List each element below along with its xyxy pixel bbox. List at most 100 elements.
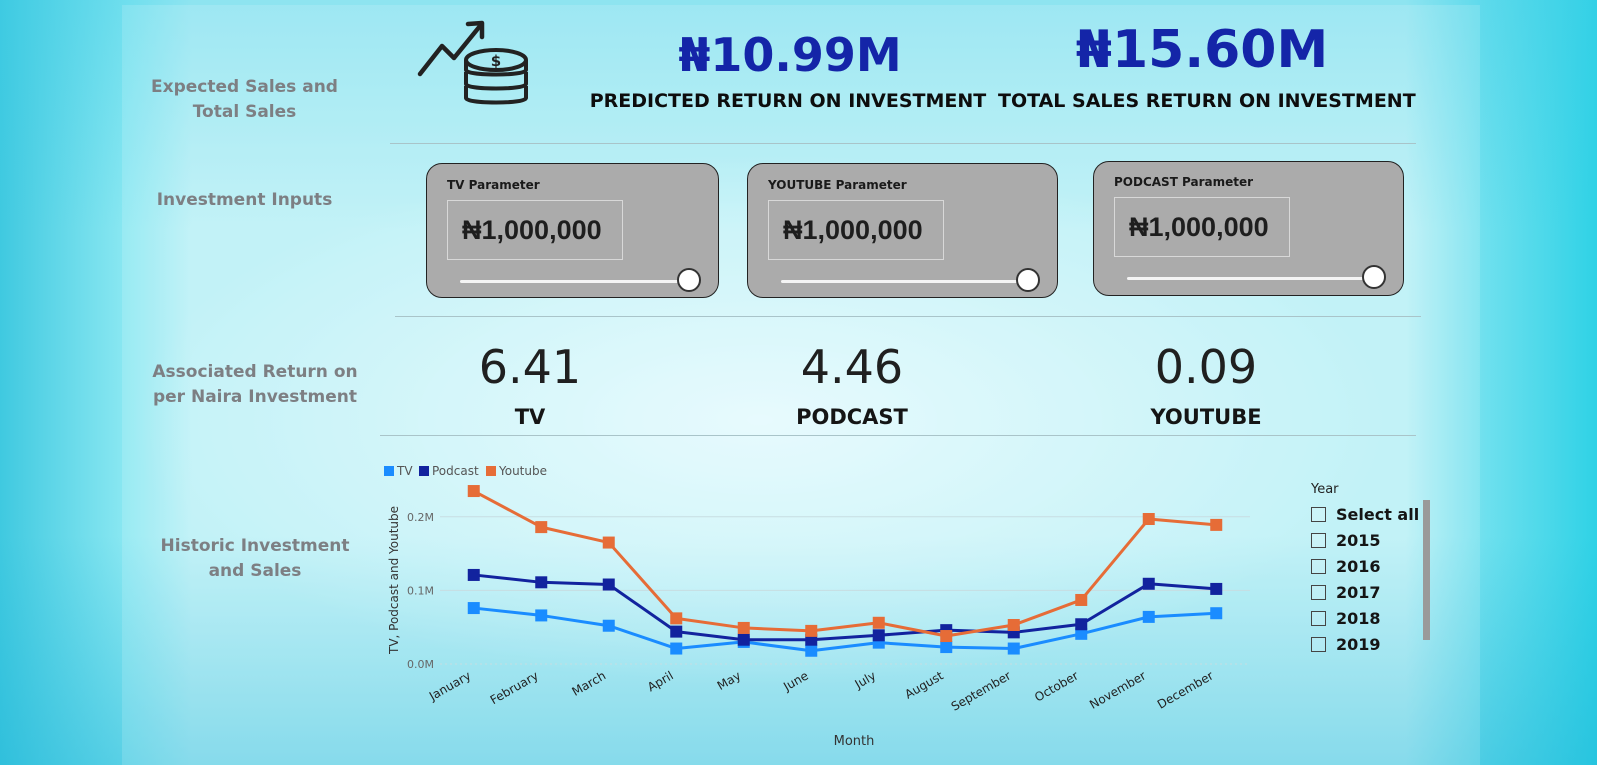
podcast-parameter-slider-handle[interactable] xyxy=(1362,265,1386,289)
row-label-expected-sales: Expected Sales and Total Sales xyxy=(151,77,338,122)
divider-top xyxy=(390,143,1416,144)
data-point-youtube[interactable] xyxy=(1210,518,1223,531)
x-axis-title: Month xyxy=(834,734,875,749)
x-tick-label: November xyxy=(1087,668,1148,711)
tv-return-label: TV xyxy=(514,405,546,429)
x-tick-label: March xyxy=(570,668,609,698)
tv-return-value: 6.41 xyxy=(478,340,582,394)
slicer-item-2015[interactable]: 2015 xyxy=(1311,531,1381,550)
y-axis-title: TV, Podcast and Youtube xyxy=(387,506,401,655)
podcast-parameter-input[interactable]: ₦1,000,000 xyxy=(1114,197,1290,257)
legend-podcast-label: Podcast xyxy=(432,464,479,478)
data-point-tv[interactable] xyxy=(1075,627,1088,640)
legend-tv[interactable]: TV xyxy=(384,464,413,478)
x-tick-label: October xyxy=(1032,668,1081,704)
podcast-return-value: 4.46 xyxy=(800,340,904,394)
legend-podcast-swatch xyxy=(419,466,429,476)
x-tick-label: February xyxy=(488,668,541,707)
youtube-return-label: YOUTUBE xyxy=(1150,405,1262,429)
checkbox-icon[interactable] xyxy=(1311,559,1326,574)
data-point-youtube[interactable] xyxy=(1142,513,1155,526)
x-tick-label: August xyxy=(902,668,946,701)
tv-parameter-slider-track[interactable] xyxy=(460,280,688,283)
y-tick-label: 0.0M xyxy=(407,658,434,671)
checkbox-icon[interactable] xyxy=(1311,507,1326,522)
youtube-parameter-slider-track[interactable] xyxy=(781,280,1027,283)
youtube-return-value: 0.09 xyxy=(1154,340,1258,394)
data-point-podcast[interactable] xyxy=(1142,577,1155,590)
data-point-podcast[interactable] xyxy=(535,576,548,589)
legend-tv-swatch xyxy=(384,466,394,476)
checkbox-icon[interactable] xyxy=(1311,533,1326,548)
data-point-tv[interactable] xyxy=(602,619,615,632)
total-return-caption: TOTAL SALES RETURN ON INVESTMENT xyxy=(998,90,1416,112)
data-point-tv[interactable] xyxy=(535,609,548,622)
youtube-parameter-slider-handle[interactable] xyxy=(1016,268,1040,292)
data-point-podcast[interactable] xyxy=(602,578,615,591)
legend-podcast[interactable]: Podcast xyxy=(419,464,479,478)
data-point-podcast[interactable] xyxy=(467,568,480,581)
data-point-youtube[interactable] xyxy=(467,485,480,498)
youtube-parameter-card: YOUTUBE Parameter ₦1,000,000 xyxy=(747,163,1058,298)
podcast-parameter-card: PODCAST Parameter ₦1,000,000 xyxy=(1093,161,1404,296)
slicer-scrollbar[interactable] xyxy=(1423,500,1430,640)
checkbox-icon[interactable] xyxy=(1311,611,1326,626)
divider-middle xyxy=(395,316,1421,317)
slicer-item-2018[interactable]: 2018 xyxy=(1311,609,1381,628)
data-point-youtube[interactable] xyxy=(670,612,683,625)
data-point-podcast[interactable] xyxy=(737,633,750,646)
divider-bottom xyxy=(380,435,1416,436)
data-point-youtube[interactable] xyxy=(602,536,615,549)
data-point-youtube[interactable] xyxy=(535,521,548,534)
podcast-return-label: PODCAST xyxy=(796,405,908,429)
x-tick-label: April xyxy=(645,668,676,694)
legend-youtube[interactable]: Youtube xyxy=(486,464,547,478)
legend-youtube-label: Youtube xyxy=(499,464,547,478)
predicted-return-value: ₦10.99M xyxy=(678,28,902,82)
slicer-item-2019[interactable]: 2019 xyxy=(1311,635,1381,654)
series-line-podcast xyxy=(473,573,1217,642)
slicer-item-label: 2015 xyxy=(1336,531,1381,550)
x-tick-label: May xyxy=(715,668,743,693)
data-point-tv[interactable] xyxy=(805,644,818,657)
x-tick-label: January xyxy=(426,668,473,703)
checkbox-icon[interactable] xyxy=(1311,637,1326,652)
y-tick-label: 0.2M xyxy=(407,511,434,524)
historic-line-chart: 0.0M 0.1M 0.2M January February March April May… xyxy=(387,485,1250,749)
slicer-item-select-all[interactable]: Select all xyxy=(1311,505,1419,524)
data-point-tv[interactable] xyxy=(1142,610,1155,623)
youtube-parameter-input[interactable]: ₦1,000,000 xyxy=(768,200,944,260)
tv-parameter-input[interactable]: ₦1,000,000 xyxy=(447,200,623,260)
row-label-historic: Historic Investment and Sales xyxy=(160,536,350,581)
slicer-item-label: 2019 xyxy=(1336,635,1381,654)
data-point-youtube[interactable] xyxy=(940,630,953,643)
tv-parameter-slider-handle[interactable] xyxy=(677,268,701,292)
data-point-youtube[interactable] xyxy=(1007,618,1020,631)
data-point-podcast[interactable] xyxy=(1075,618,1088,631)
data-point-podcast[interactable] xyxy=(872,629,885,642)
podcast-parameter-slider-track[interactable] xyxy=(1127,277,1373,280)
slicer-item-2017[interactable]: 2017 xyxy=(1311,583,1381,602)
slicer-item-label: Select all xyxy=(1336,505,1420,524)
data-point-tv[interactable] xyxy=(1007,642,1020,655)
data-point-tv[interactable] xyxy=(467,602,480,615)
data-point-podcast[interactable] xyxy=(670,625,683,638)
podcast-parameter-title: PODCAST Parameter xyxy=(1114,175,1254,189)
data-point-youtube[interactable] xyxy=(805,624,818,637)
row-label-associated-return: Associated Return on per Naira Investmen… xyxy=(152,362,358,407)
x-tick-label: September xyxy=(949,668,1013,713)
data-point-youtube[interactable] xyxy=(872,616,885,629)
data-point-youtube[interactable] xyxy=(737,621,750,634)
data-point-youtube[interactable] xyxy=(1075,593,1088,606)
legend-youtube-swatch xyxy=(486,466,496,476)
data-point-tv[interactable] xyxy=(1210,607,1223,620)
total-return-value: ₦15.60M xyxy=(1075,20,1329,80)
youtube-parameter-title: YOUTUBE Parameter xyxy=(768,178,907,192)
data-point-podcast[interactable] xyxy=(1210,582,1223,595)
data-point-tv[interactable] xyxy=(940,641,953,654)
slicer-item-label: 2017 xyxy=(1336,583,1381,602)
checkbox-icon[interactable] xyxy=(1311,585,1326,600)
data-point-tv[interactable] xyxy=(670,642,683,655)
slicer-item-2016[interactable]: 2016 xyxy=(1311,557,1381,576)
money-growth-icon: $ xyxy=(417,20,528,105)
